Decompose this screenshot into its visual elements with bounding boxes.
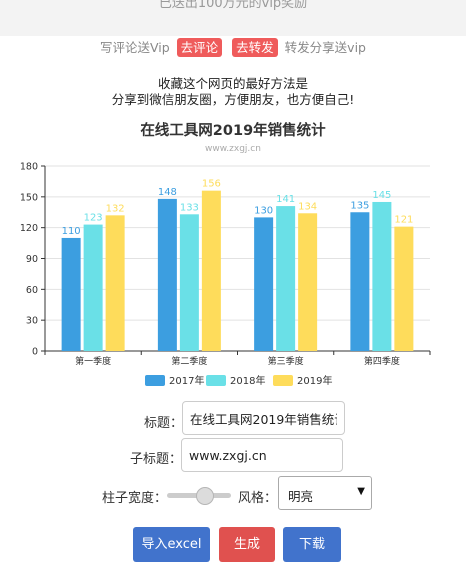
title-input[interactable] (182, 401, 345, 435)
x-tick-label: 第四季度 (364, 355, 400, 367)
bar (157, 198, 177, 351)
style-label: 风格： (238, 491, 278, 506)
generate-button[interactable]: 生成 (219, 527, 275, 562)
bar (105, 215, 125, 351)
bar (61, 237, 81, 351)
bar (298, 213, 318, 351)
bar (254, 217, 274, 351)
data-label: 156 (202, 179, 221, 190)
legend-label: 2017年 (169, 374, 204, 387)
y-tick-label: 120 (20, 223, 38, 234)
legend-label: 2019年 (297, 374, 332, 387)
subtitle-input[interactable] (181, 438, 343, 472)
data-label: 130 (254, 205, 273, 216)
data-label: 135 (350, 200, 369, 211)
bar (83, 224, 103, 351)
download-button[interactable]: 下载 (283, 527, 341, 562)
promo-prefix: 写评论送Vip (100, 40, 170, 55)
y-tick-label: 60 (26, 285, 38, 296)
share-tip-line2: 分享到微信朋友圈，方便朋友，也方便自己! (111, 92, 355, 107)
import-excel-button[interactable]: 导入excel (133, 527, 210, 562)
bar (350, 212, 370, 351)
subtitle-label: 子标题： (130, 452, 183, 467)
share-tip: 收藏这个网页的最好方法是 分享到微信朋友圈，方便朋友，也方便自己! (0, 76, 466, 108)
x-tick-label: 第一季度 (75, 355, 111, 367)
data-label: 123 (84, 213, 103, 224)
style-select[interactable]: 明亮 ▼ (278, 476, 372, 510)
data-label: 134 (298, 201, 317, 212)
data-label: 148 (158, 187, 177, 198)
bar-width-label: 柱子宽度： (102, 491, 168, 506)
legend-swatch (145, 375, 165, 386)
data-label: 132 (106, 203, 125, 214)
y-tick-label: 30 (26, 316, 38, 327)
comment-button[interactable]: 去评论 (176, 38, 223, 57)
chevron-down-icon: ▼ (357, 486, 365, 497)
x-tick-label: 第三季度 (268, 355, 304, 367)
top-bar-text: 已送出100万元的vip奖励 (158, 0, 308, 11)
legend-label: 2018年 (230, 374, 265, 387)
bar (201, 190, 221, 351)
promo-suffix: 转发分享送vip (284, 40, 366, 55)
style-select-value: 明亮 (288, 489, 314, 504)
bar (372, 201, 392, 351)
y-tick-label: 0 (32, 347, 38, 358)
chart-title: 在线工具网2019年销售统计 (140, 123, 326, 139)
y-tick-label: 180 (20, 162, 38, 173)
legend-swatch (273, 375, 293, 386)
top-bar: 已送出100万元的vip奖励 (0, 0, 466, 36)
share-button[interactable]: 去转发 (232, 38, 278, 57)
data-label: 110 (62, 226, 81, 237)
legend-swatch (206, 375, 226, 386)
x-tick-label: 第二季度 (171, 355, 207, 367)
data-label: 141 (276, 194, 295, 205)
data-label: 145 (372, 190, 391, 201)
bar (276, 206, 296, 351)
bar (179, 214, 199, 351)
y-tick-label: 150 (20, 192, 38, 203)
bar-width-slider-thumb[interactable] (195, 487, 214, 505)
data-label: 133 (180, 202, 199, 213)
bar (394, 226, 414, 351)
chart-subtitle: www.zxgj.cn (205, 144, 261, 154)
promo-line: 写评论送Vip 去评论 去转发 转发分享送vip (0, 38, 466, 58)
y-tick-label: 90 (26, 254, 38, 265)
title-label: 标题： (144, 416, 184, 431)
data-label: 121 (394, 215, 413, 226)
share-tip-line1: 收藏这个网页的最好方法是 (157, 76, 308, 91)
